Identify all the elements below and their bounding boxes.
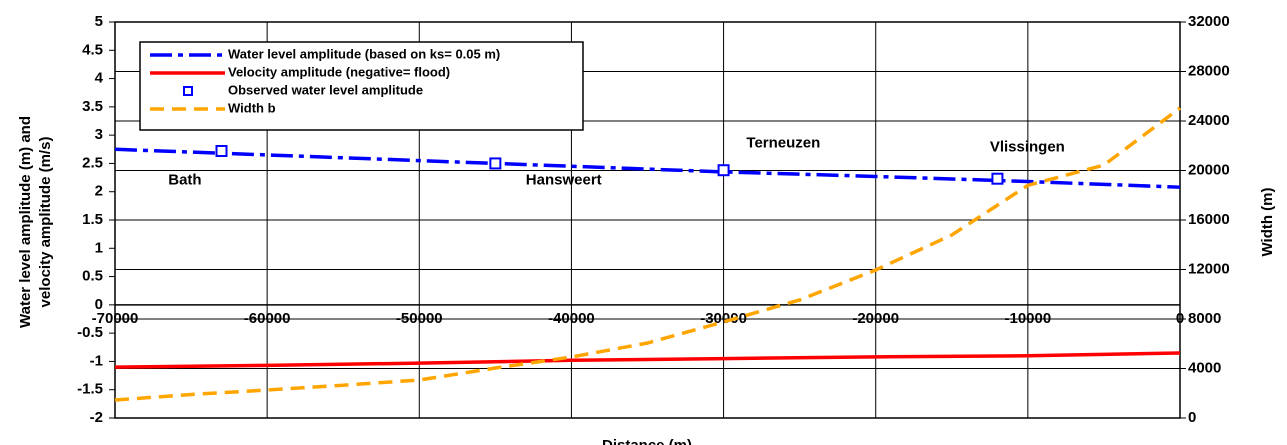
y-tick-label: 2.5 <box>82 154 103 171</box>
y-tick-label: 2 <box>95 183 103 200</box>
y2-tick-label: 12000 <box>1188 260 1230 277</box>
y2-tick-label: 8000 <box>1188 310 1221 327</box>
series-line <box>114 106 1182 402</box>
legend: Water level amplitude (based on ks= 0.05… <box>139 41 584 131</box>
legend-box <box>139 41 584 131</box>
x-tick-label: -10000 <box>1004 310 1051 327</box>
data-point <box>489 157 502 170</box>
data-point <box>717 164 730 177</box>
y-tick-label: 1.5 <box>82 211 103 228</box>
y2-tick-label: 0 <box>1188 409 1196 426</box>
y-tick-label: 4 <box>95 70 104 87</box>
y2-tick-label: 16000 <box>1188 211 1230 228</box>
y-tick-label: 3 <box>95 126 103 143</box>
y-tick-label: 4.5 <box>82 41 103 58</box>
y-tick-label: -0.5 <box>77 324 103 341</box>
legend-label: Width b <box>228 100 276 115</box>
annotation: Hansweert <box>526 171 602 188</box>
x-tick-label: -60000 <box>244 310 291 327</box>
annotation: Bath <box>168 171 201 188</box>
x-axis-label: Distance (m) <box>602 437 692 445</box>
x-tick-label: -20000 <box>852 310 899 327</box>
x-tick-label: -50000 <box>396 310 443 327</box>
y-tick-label: 0 <box>95 296 103 313</box>
y2-tick-label: 28000 <box>1188 62 1230 79</box>
y2-axis-label: Width (m) <box>1259 187 1276 256</box>
y2-tick-label: 20000 <box>1188 161 1230 178</box>
annotation: Terneuzen <box>746 135 820 152</box>
plot-frame <box>114 21 1181 419</box>
y-tick-label: 5 <box>95 13 103 30</box>
y-axis-label: velocity amplitude (m/s) <box>37 137 54 308</box>
data-point <box>991 172 1004 185</box>
y-tick-label: -1 <box>90 352 103 369</box>
y2-tick-label: 24000 <box>1188 112 1230 129</box>
y-tick-label: 3.5 <box>82 98 103 115</box>
x-tick-label: -40000 <box>548 310 595 327</box>
y-tick-label: -2 <box>90 409 103 426</box>
x-tick-label: -30000 <box>700 310 747 327</box>
legend-label: Water level amplitude (based on ks= 0.05… <box>228 46 500 61</box>
legend-label: Velocity amplitude (negative= flood) <box>228 64 450 79</box>
y-tick-label: 0.5 <box>82 268 103 285</box>
y-axis-label: Water level amplitude (m) and <box>17 116 34 328</box>
y-tick-label: -1.5 <box>77 381 103 398</box>
legend-label: Observed water level amplitude <box>228 82 423 97</box>
y2-tick-label: 4000 <box>1188 359 1221 376</box>
series-line <box>114 351 1181 369</box>
data-point <box>215 144 228 157</box>
legend-marker <box>183 86 193 96</box>
y2-tick-label: 32000 <box>1188 13 1230 30</box>
annotation: Vlissingen <box>990 139 1065 156</box>
y-tick-label: 1 <box>95 239 103 256</box>
